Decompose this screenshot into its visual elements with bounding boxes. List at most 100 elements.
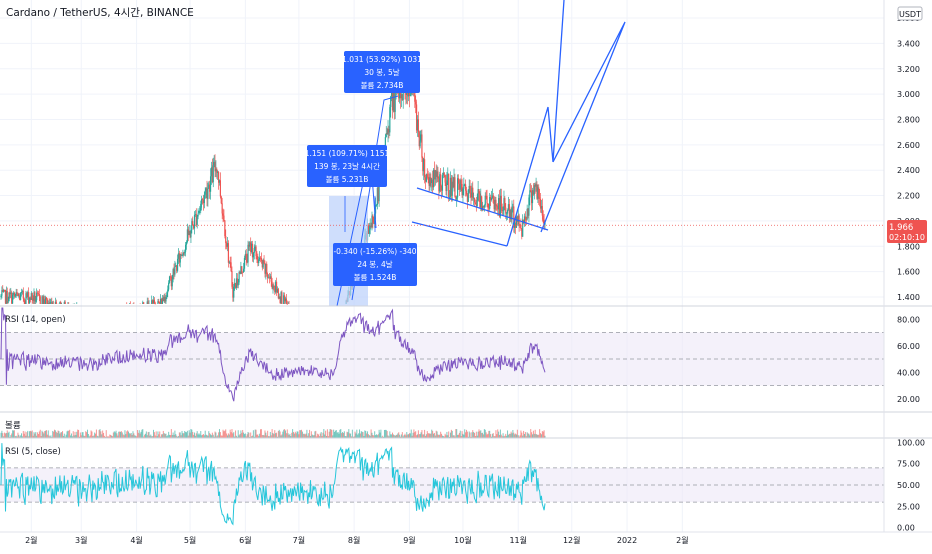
candle-body <box>176 265 178 271</box>
volume-bar <box>541 431 543 438</box>
volume-bar <box>367 431 369 438</box>
measure-annotation-3[interactable]: -0.340 (-15.26%) -340 24 봉, 4날 볼륨 1.524B <box>333 243 417 286</box>
volume-bar <box>84 436 86 438</box>
volume-bar <box>523 430 525 438</box>
candle-body <box>501 206 503 211</box>
candle-body <box>285 298 287 304</box>
volume-bar <box>485 432 487 438</box>
volume-bar <box>542 431 544 438</box>
channel-upper[interactable] <box>416 187 549 231</box>
volume-bar <box>167 435 169 438</box>
projection-wedge[interactable] <box>540 21 626 233</box>
volume-bar <box>180 435 182 438</box>
candle-body <box>445 182 447 191</box>
pane-dividers[interactable] <box>0 305 932 439</box>
candle-body <box>38 294 40 297</box>
volume-bar <box>473 432 475 438</box>
volume-bar <box>144 433 146 438</box>
volume-bar <box>95 429 97 438</box>
candle-body <box>154 303 156 305</box>
volume-bar <box>301 431 303 438</box>
candle-body <box>417 119 419 133</box>
volume-bar <box>487 433 489 438</box>
candle-body <box>444 175 446 183</box>
volume-bar <box>124 430 126 438</box>
volume-bar <box>246 434 248 438</box>
candle-body <box>198 210 200 214</box>
candle-body <box>507 204 510 210</box>
volume-bar <box>97 436 99 438</box>
volume-bar <box>330 429 332 438</box>
candle-body <box>475 204 477 207</box>
candle-body <box>206 188 208 200</box>
candle-body <box>168 282 170 290</box>
volume-bar <box>89 435 91 438</box>
projection-path[interactable] <box>506 0 565 247</box>
time-tick-label: 3월 <box>75 535 87 545</box>
volume-bar <box>398 432 400 438</box>
candle-body <box>22 290 24 299</box>
candle-body <box>25 293 27 304</box>
candle-body <box>437 171 439 179</box>
measure-annotation-2[interactable]: 1.151 (109.71%) 1151 139 봉, 23날 4시간 볼륨 5… <box>305 145 390 187</box>
candle-body <box>262 259 264 268</box>
candle-body <box>373 222 375 224</box>
candle-body <box>4 290 7 304</box>
impulse-line-2[interactable] <box>351 95 399 301</box>
candle-body <box>197 213 199 217</box>
candle-body <box>228 261 230 263</box>
candle-body <box>541 206 543 216</box>
candle-body <box>534 185 536 187</box>
candle-body <box>9 292 11 294</box>
channel-lower[interactable] <box>411 221 508 247</box>
volume-bar <box>422 434 424 438</box>
candle-body <box>205 188 207 191</box>
candle-body <box>255 246 257 257</box>
candle-body <box>468 185 470 190</box>
candle-body <box>478 189 480 194</box>
volume-bar <box>15 435 17 438</box>
currency-badge[interactable] <box>897 6 923 21</box>
candle-body <box>181 255 183 257</box>
volume-bar <box>72 431 74 438</box>
candle-body <box>376 187 378 205</box>
candle-body <box>483 205 485 208</box>
volume-bar <box>511 433 513 438</box>
measure-annotation-1[interactable]: 1.031 (53.92%) 1031 30 봉, 5날 볼륨 2.734B <box>342 51 422 93</box>
volume-bar <box>311 434 313 438</box>
candle-body <box>470 192 472 198</box>
volume-bar <box>28 436 30 438</box>
volume-bar <box>524 432 526 438</box>
volume-bar <box>324 434 326 438</box>
volume-bar <box>337 431 339 438</box>
volume-bar <box>292 429 294 438</box>
volume-bar <box>385 429 387 438</box>
volume-bar <box>112 432 114 438</box>
candle-body <box>509 210 511 217</box>
volume-bar <box>120 431 122 438</box>
candle-body <box>159 302 161 304</box>
candle-body <box>143 302 145 304</box>
volume-bar <box>349 433 351 438</box>
candle-body <box>273 285 275 287</box>
candle-body <box>540 206 543 209</box>
volume-bar <box>492 433 494 438</box>
candle-body <box>252 252 254 258</box>
volume-bar <box>507 434 509 438</box>
volume-bar <box>18 434 20 438</box>
volume-bar <box>436 431 438 438</box>
volume-bar <box>474 432 476 438</box>
candle-body <box>218 171 220 183</box>
last-price-countdown: 02:10:10 <box>889 233 925 242</box>
candle-body <box>170 276 172 287</box>
volume-bar <box>303 433 305 438</box>
volume-bar <box>400 436 402 438</box>
volume-bar <box>464 429 466 438</box>
volume-bar <box>234 436 236 438</box>
candle-body <box>31 293 33 299</box>
volume-bar <box>10 435 12 438</box>
volume-bar <box>70 435 72 438</box>
candle-body <box>280 292 282 304</box>
